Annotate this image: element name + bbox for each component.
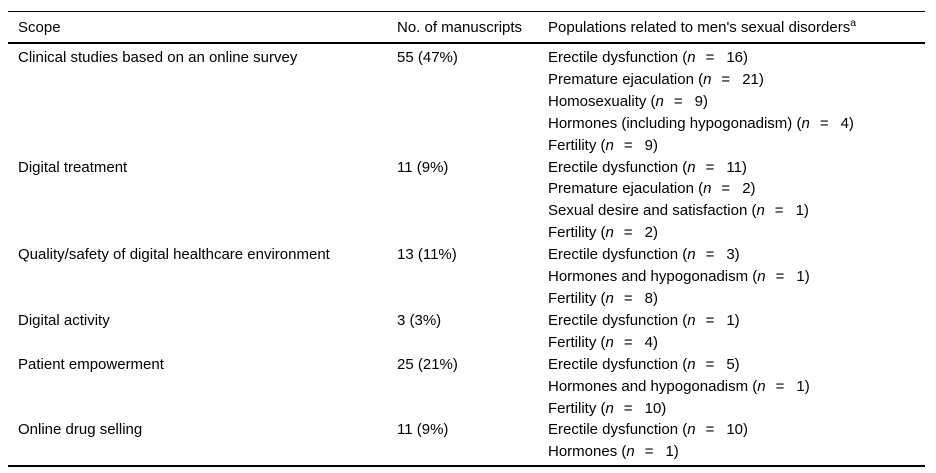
table-row: Digital treatment 11 (9%) Erectile dysfunc… <box>8 157 925 245</box>
equals-sign: = <box>644 443 654 461</box>
population-line: Fertility (n = 9) <box>548 135 925 157</box>
population-line: Hormones and hypogonadism (n = 1) <box>548 376 925 398</box>
n-symbol: n <box>756 202 765 220</box>
population-line: Erectile dysfunction (n = 5) <box>548 354 925 376</box>
n-symbol: n <box>605 333 614 351</box>
equals-sign: = <box>775 268 785 286</box>
scope-cell: Patient empowerment <box>18 355 164 373</box>
n-symbol: n <box>687 49 696 66</box>
population-line: Hormones (n = 1) <box>548 441 925 463</box>
n-symbol: n <box>626 443 635 461</box>
population-line: Premature ejaculation (n = 21) <box>548 69 925 91</box>
n-symbol: n <box>687 355 696 373</box>
n-symbol: n <box>801 114 810 132</box>
populations-cell: Erectile dysfunction (n = 1) Fertility (n = 4… <box>548 310 925 354</box>
n-symbol: n <box>703 70 712 88</box>
n-symbol: n <box>757 268 766 286</box>
manuscripts-table-container: Scope No. of manuscripts Populations rel… <box>8 11 925 468</box>
manuscripts-table: Scope No. of manuscripts Populations rel… <box>8 11 925 468</box>
populations-cell: Erectile dysfunction (n = 16) Premature eja… <box>548 43 925 157</box>
populations-cell: Erectile dysfunction (n = 5) Hormones and h… <box>548 354 925 420</box>
population-line: Fertility (n = 10) <box>548 398 925 420</box>
equals-sign: = <box>623 136 633 154</box>
column-header-populations: Populations related to men's sexual diso… <box>548 11 925 44</box>
equals-sign: = <box>774 202 784 220</box>
population-line: Homosexuality (n = 9) <box>548 91 925 113</box>
population-line: Erectile dysfunction (n = 1) <box>548 310 925 332</box>
n-symbol: n <box>687 311 696 329</box>
n-symbol: n <box>655 92 664 110</box>
equals-sign: = <box>705 311 715 329</box>
population-line: Erectile dysfunction (n = 3) <box>548 244 925 266</box>
scope-cell: Clinical studies based on an online surv… <box>18 49 298 66</box>
manuscripts-cell: 55 (47%) <box>397 49 458 66</box>
scope-cell: Quality/safety of digital healthcare env… <box>18 246 330 264</box>
equals-sign: = <box>819 114 829 132</box>
equals-sign: = <box>705 421 715 439</box>
equals-sign: = <box>705 246 715 264</box>
manuscripts-cell: 25 (21%) <box>397 355 458 373</box>
n-symbol: n <box>757 377 766 395</box>
column-header-manuscripts-label: No. of manuscripts <box>397 19 523 36</box>
column-header-manuscripts: No. of manuscripts <box>397 11 548 44</box>
column-header-scope-label: Scope <box>18 19 61 36</box>
manuscripts-cell: 11 (9%) <box>397 158 449 176</box>
equals-sign: = <box>775 377 785 395</box>
n-symbol: n <box>703 180 712 198</box>
header-row: Scope No. of manuscripts Populations rel… <box>8 11 925 44</box>
population-line: Hormones (including hypogonadism) (n = 4) <box>548 113 925 135</box>
n-symbol: n <box>605 289 614 307</box>
footnote-marker: a <box>850 17 857 29</box>
table-row: Clinical studies based on an online surv… <box>8 43 925 157</box>
column-header-scope: Scope <box>8 11 397 44</box>
populations-cell: Erectile dysfunction (n = 10) Hormones (n = 1… <box>548 419 925 466</box>
equals-sign: = <box>623 224 633 242</box>
population-line: Erectile dysfunction (n = 10) <box>548 419 925 441</box>
population-line: Fertility (n = 4) <box>548 332 925 354</box>
equals-sign: = <box>623 399 633 417</box>
table-row: Quality/safety of digital healthcare env… <box>8 244 925 310</box>
population-line: Erectile dysfunction (n = 11) <box>548 157 925 179</box>
n-symbol: n <box>687 158 696 176</box>
manuscripts-cell: 13 (11%) <box>397 246 457 264</box>
population-line: Erectile dysfunction (n = 16) <box>548 47 925 69</box>
scope-cell: Digital treatment <box>18 158 128 176</box>
equals-sign: = <box>673 92 683 110</box>
equals-sign: = <box>705 355 715 373</box>
n-symbol: n <box>687 421 696 439</box>
column-header-populations-label: Populations related to men's sexual diso… <box>548 19 851 36</box>
table-row: Patient empowerment 25 (21%) Erectile dysf… <box>8 354 925 420</box>
populations-cell: Erectile dysfunction (n = 11) Premature eja… <box>548 157 925 245</box>
manuscripts-cell: 3 (3%) <box>397 311 442 329</box>
n-symbol: n <box>605 399 614 417</box>
table-header: Scope No. of manuscripts Populations rel… <box>8 11 925 44</box>
populations-cell: Erectile dysfunction (n = 3) Hormones and h… <box>548 244 925 310</box>
table-body: Clinical studies based on an online surv… <box>8 43 925 466</box>
population-line: Fertility (n = 2) <box>548 222 925 244</box>
population-line: Sexual desire and satisfaction (n = 1) <box>548 200 925 222</box>
scope-cell: Digital activity <box>18 311 110 329</box>
n-symbol: n <box>605 136 614 154</box>
population-line: Hormones and hypogonadism (n = 1) <box>548 266 925 288</box>
equals-sign: = <box>623 333 633 351</box>
equals-sign: = <box>705 158 715 176</box>
equals-sign: = <box>623 289 633 307</box>
population-line: Premature ejaculation (n = 2) <box>548 178 925 200</box>
equals-sign: = <box>721 70 731 88</box>
table-row: Digital activity 3 (3%) Erectile dysfuncti… <box>8 310 925 354</box>
population-line: Fertility (n = 8) <box>548 288 925 310</box>
manuscripts-cell: 11 (9%) <box>397 421 449 439</box>
table-row: Online drug selling 11 (9%) Erectile dysfu… <box>8 419 925 466</box>
scope-cell: Online drug selling <box>18 421 143 439</box>
n-symbol: n <box>687 246 696 264</box>
equals-sign: = <box>721 180 731 198</box>
equals-sign: = <box>705 49 715 66</box>
n-symbol: n <box>605 224 614 242</box>
